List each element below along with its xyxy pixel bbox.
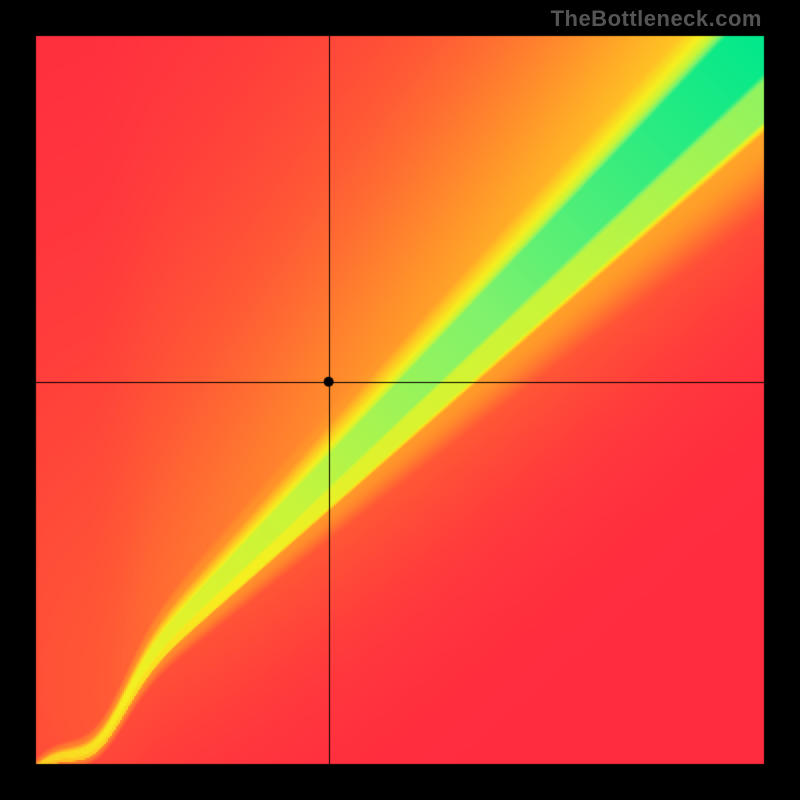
bottleneck-heatmap (0, 0, 800, 800)
watermark-text: TheBottleneck.com (551, 6, 762, 32)
